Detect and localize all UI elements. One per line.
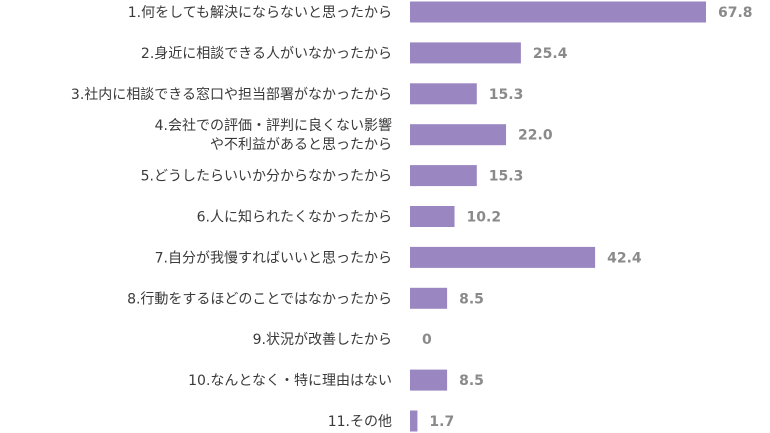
category-label-line: 8.行動をするほどのことではなかったから — [127, 291, 392, 307]
category-label-4: 4.会社での評価・評判に良くない影響や不利益があると思ったから — [155, 117, 392, 153]
bars-layer — [410, 1, 706, 432]
category-label-2: 2.身近に相談できる人がいなかったから — [141, 46, 392, 62]
bar-8 — [410, 287, 448, 309]
category-label-6: 6.人に知られたくなかったから — [197, 209, 392, 226]
value-label-3: 15.3 — [489, 87, 524, 103]
category-label-9: 9.状況が改善したから — [253, 332, 392, 348]
bar-3 — [410, 83, 477, 105]
value-label-2: 25.4 — [533, 46, 568, 62]
bar-6 — [410, 206, 455, 227]
bar-7 — [410, 246, 596, 268]
category-label-10: 10.なんとなく・特に理由はない — [188, 373, 392, 389]
bar-1 — [410, 1, 706, 23]
value-label-6: 10.2 — [467, 210, 502, 226]
category-label-5: 5.どうしたらいいか分からなかったから — [141, 169, 392, 185]
category-label-line: や不利益があると思ったから — [210, 137, 392, 153]
value-label-8: 8.5 — [459, 291, 484, 307]
category-label-line: 7.自分が我慢すればいいと思ったから — [155, 249, 392, 266]
category-label-line: 4.会社での評価・評判に良くない影響 — [155, 117, 392, 134]
category-label-line: 6.人に知られたくなかったから — [197, 209, 392, 226]
category-label-1: 1.何をしても解決にならないと思ったから — [128, 5, 392, 21]
category-label-7: 7.自分が我慢すればいいと思ったから — [155, 249, 392, 266]
value-labels-layer: 67.8 25.4 15.3 22.0 15.3 10.2 42.4 8.5 0 8.5 1.7 — [422, 5, 753, 430]
value-label-9: 0 — [422, 332, 432, 348]
bar-11 — [410, 410, 418, 432]
category-label-3: 3.社内に相談できる窓口や担当部署がなかったから — [71, 86, 392, 103]
category-labels-layer: 1.何をしても解決にならないと思ったから 2.身近に相談できる人がいなかったから 3… — [71, 5, 392, 430]
value-label-4: 22.0 — [518, 128, 553, 144]
bar-5 — [410, 165, 477, 187]
value-label-7: 42.4 — [607, 250, 642, 266]
bar-4 — [410, 124, 507, 146]
bar-10 — [410, 369, 448, 391]
category-label-line: 11.その他 — [328, 414, 392, 430]
category-label-8: 8.行動をするほどのことではなかったから — [127, 291, 392, 307]
category-label-line: 10.なんとなく・特に理由はない — [188, 373, 392, 389]
category-label-line: 5.どうしたらいいか分からなかったから — [141, 169, 392, 185]
value-label-10: 8.5 — [459, 373, 484, 389]
category-label-line: 3.社内に相談できる窓口や担当部署がなかったから — [71, 86, 392, 103]
value-label-1: 67.8 — [718, 5, 753, 21]
value-label-11: 1.7 — [429, 414, 454, 430]
value-label-5: 15.3 — [489, 169, 524, 185]
category-label-11: 11.その他 — [328, 414, 392, 430]
category-label-line: 2.身近に相談できる人がいなかったから — [141, 46, 392, 62]
category-label-line: 1.何をしても解決にならないと思ったから — [128, 5, 392, 21]
bar-2 — [410, 42, 521, 64]
category-label-line: 9.状況が改善したから — [253, 332, 392, 348]
